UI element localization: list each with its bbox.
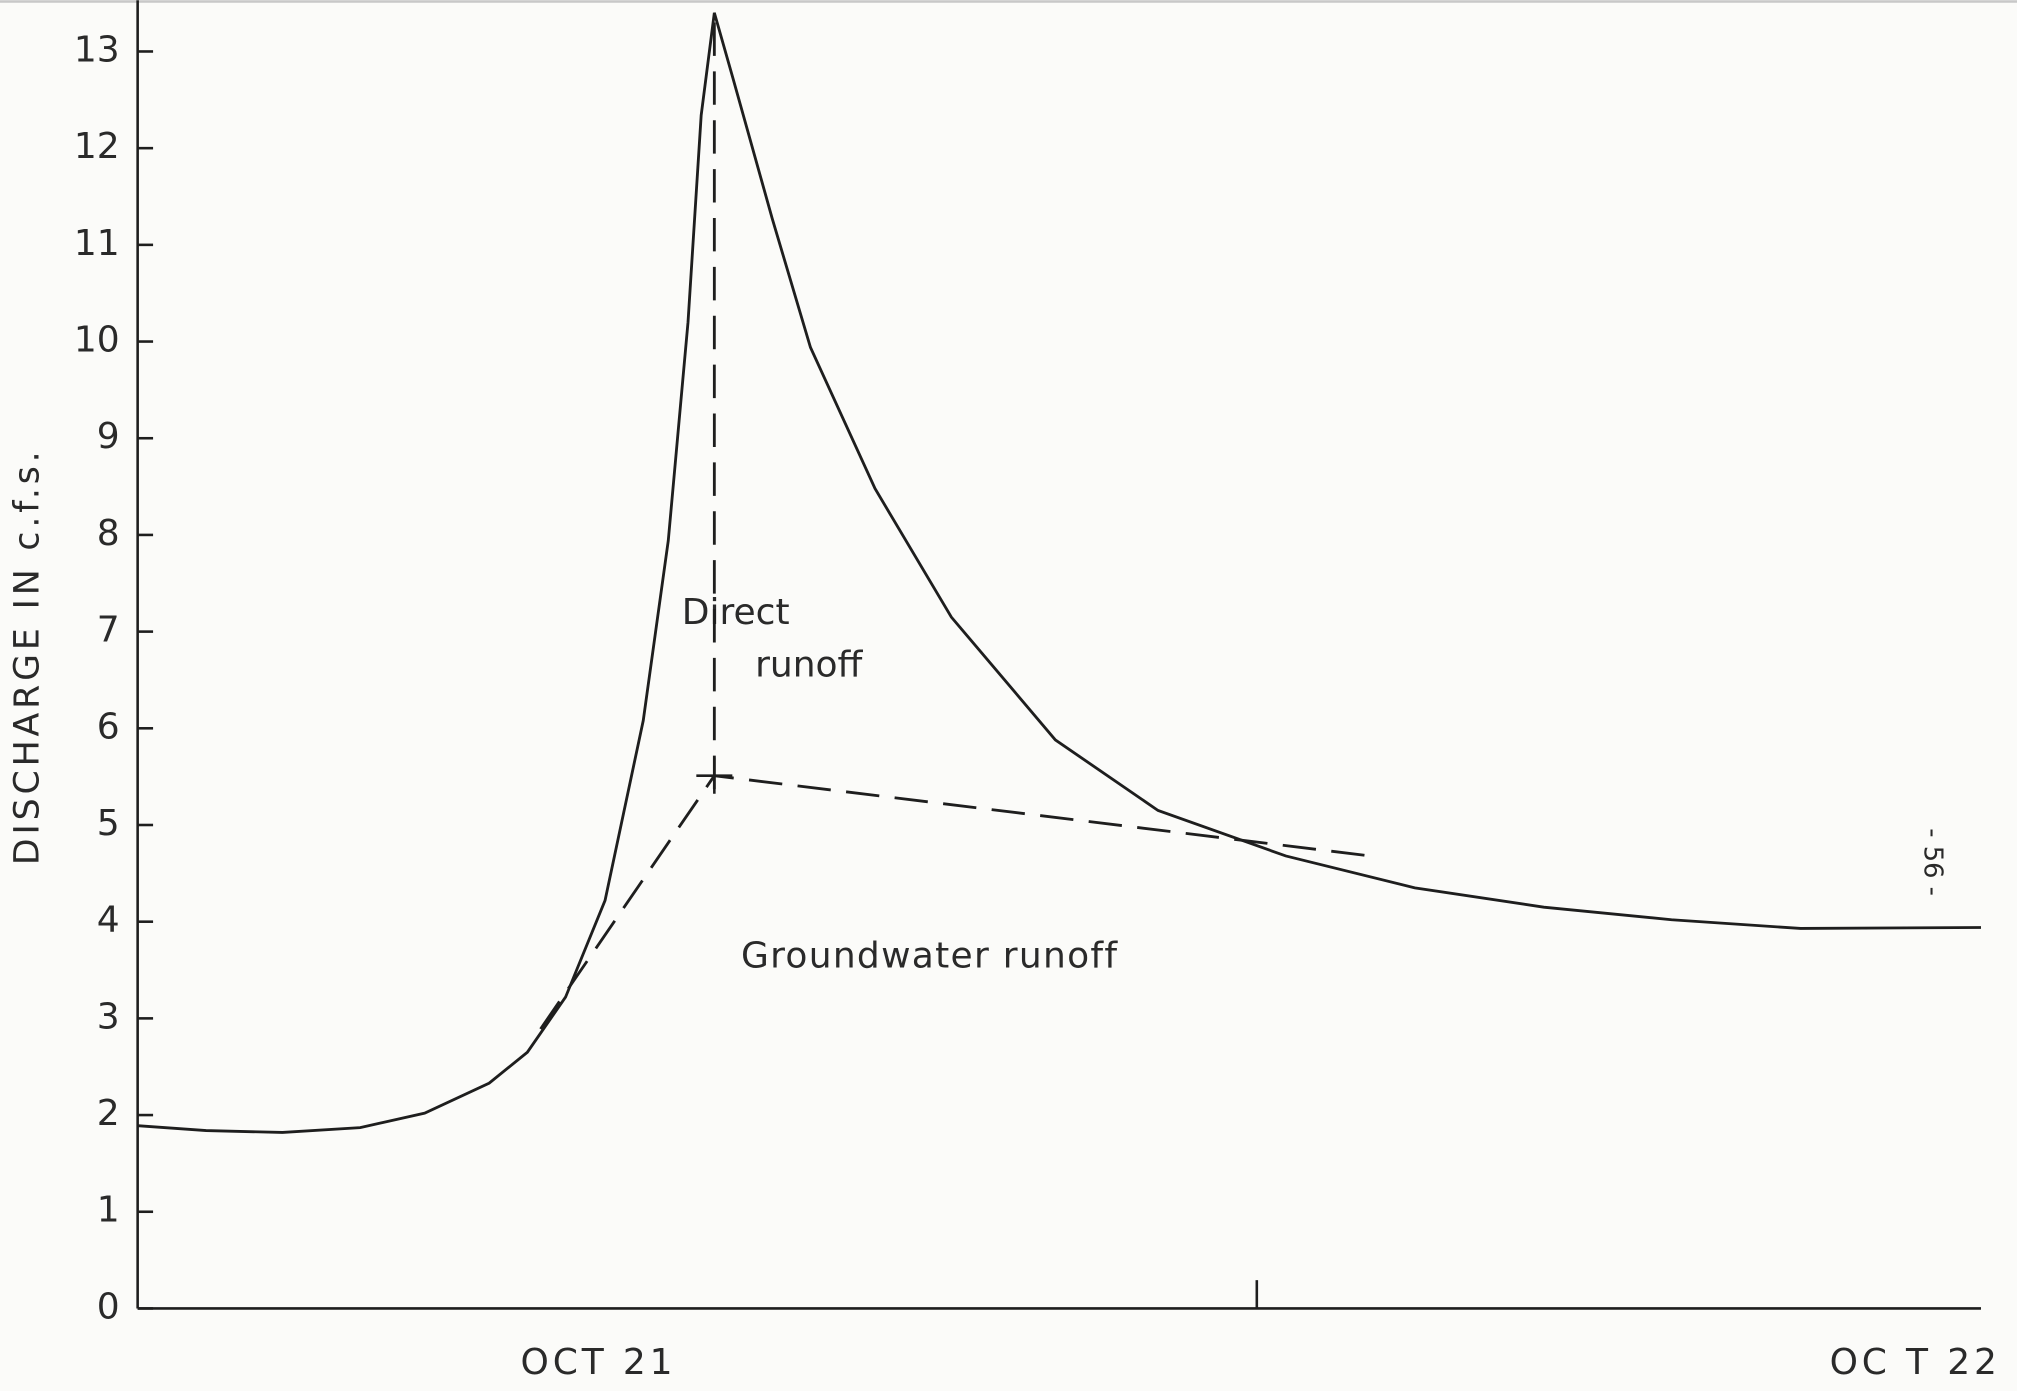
annotation: Groundwater runoff: [741, 935, 1118, 976]
annotation: runoff: [755, 645, 863, 686]
y-axis-label: DISCHARGE IN c.f.s.: [7, 447, 47, 865]
series-line: [539, 774, 1371, 1030]
series-line: [137, 12, 1981, 1134]
page-number: - 56 -: [1918, 828, 1948, 896]
y-tick-label: 0: [97, 1286, 120, 1327]
y-tick-label: 3: [97, 996, 120, 1037]
y-tick-label: 9: [97, 416, 120, 457]
y-tick-label: 11: [74, 223, 120, 264]
x-tick-label: OCT 21: [521, 1342, 677, 1383]
y-tick-label: 7: [97, 610, 120, 651]
x-tick-label: OC T 22: [1830, 1342, 2001, 1383]
annotation: Direct: [682, 592, 790, 633]
separation-cross: [696, 757, 733, 794]
y-tick-label: 12: [74, 126, 120, 167]
y-tick-label: 2: [97, 1093, 120, 1134]
y-tick-label: 13: [74, 29, 120, 70]
y-tick-label: 1: [97, 1190, 120, 1231]
y-tick-label: 4: [97, 900, 120, 941]
y-tick-label: 10: [74, 320, 120, 361]
y-tick-label: 6: [97, 706, 120, 747]
y-tick-label: 5: [97, 803, 120, 844]
y-tick-label: 8: [97, 513, 120, 554]
